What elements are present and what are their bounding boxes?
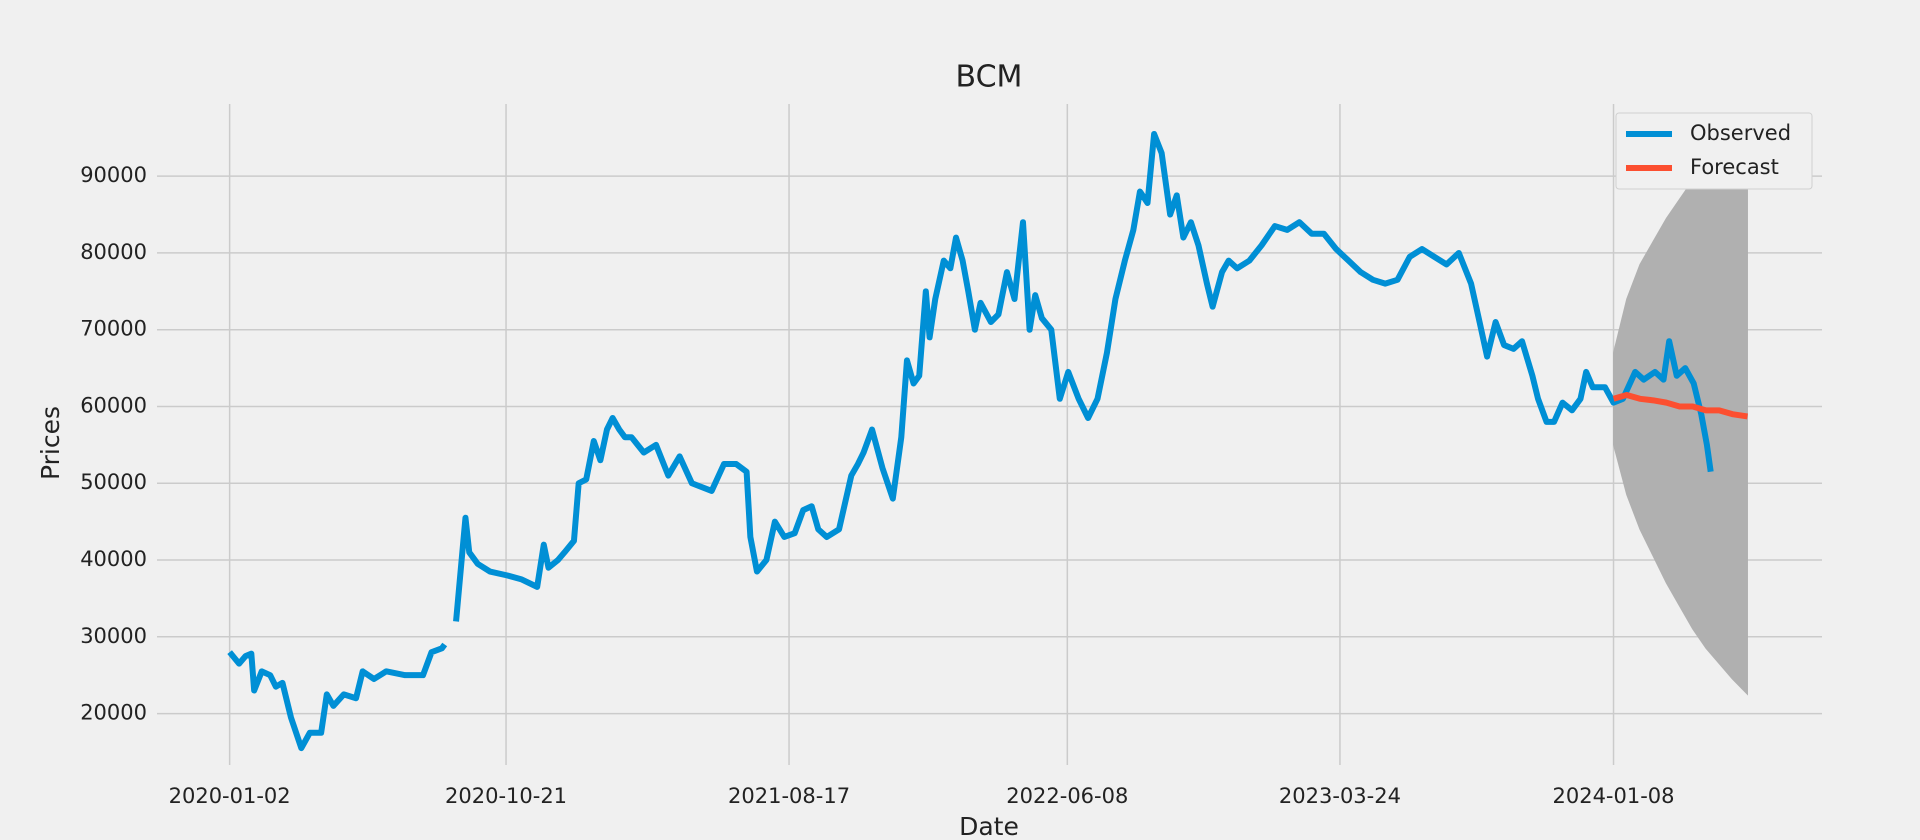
legend-label: Observed (1690, 121, 1791, 145)
legend-label: Forecast (1690, 155, 1779, 179)
x-tick-label: 2021-08-17 (728, 784, 850, 808)
y-tick-label: 60000 (80, 393, 147, 417)
y-tick-label: 90000 (80, 163, 147, 187)
x-tick-label: 2020-10-21 (445, 784, 567, 808)
y-tick-label: 20000 (80, 701, 147, 725)
x-tick-label: 2020-01-02 (169, 784, 291, 808)
y-tick-label: 80000 (80, 240, 147, 264)
x-tick-label: 2024-01-08 (1552, 784, 1674, 808)
legend: Observed Forecast (1615, 112, 1813, 190)
chart-title: BCM (956, 60, 1023, 95)
series-line (1612, 391, 1748, 420)
x-tick-label: 2022-06-08 (1006, 784, 1128, 808)
y-tick-label: 70000 (80, 317, 147, 341)
x-tick-label: 2023-03-24 (1279, 784, 1401, 808)
y-tick-label: 50000 (80, 470, 147, 494)
series-line (227, 130, 1714, 752)
y-axis-label: Prices (36, 406, 65, 480)
y-tick-label: 30000 (80, 624, 147, 648)
y-tick-label: 40000 (80, 547, 147, 571)
x-axis-label: Date (959, 812, 1019, 840)
